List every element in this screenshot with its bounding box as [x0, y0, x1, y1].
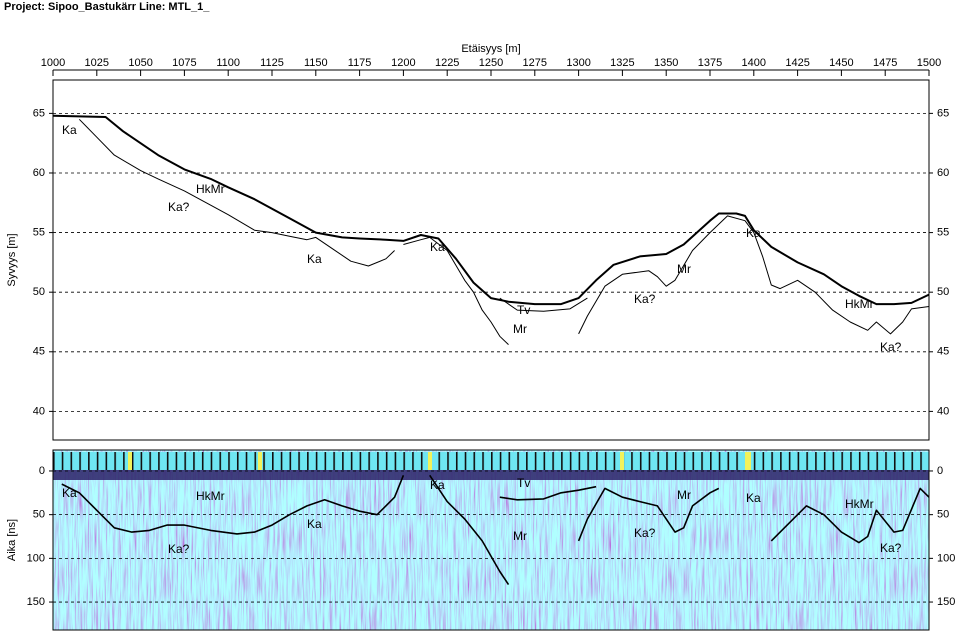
annotation: Ka — [307, 252, 322, 266]
annotation: Tv — [517, 303, 530, 317]
y-tick-label: 40 — [937, 405, 949, 417]
y-tick-label: 0 — [937, 465, 943, 477]
y-tick-label: 50 — [937, 509, 949, 521]
annotation: HkMr — [845, 297, 874, 311]
y-tick-label: 65 — [937, 107, 949, 119]
line-series — [78, 118, 930, 345]
annotation: Mr — [513, 322, 527, 336]
x-tick-label: 1000 — [41, 57, 65, 69]
annotation: HkMr — [196, 182, 225, 196]
x-tick-label: 1250 — [479, 57, 503, 69]
annotation: Ka — [307, 517, 322, 531]
annotation: Mr — [677, 488, 691, 502]
x-tick-label: 1425 — [785, 57, 809, 69]
x-tick-label: 1025 — [85, 57, 109, 69]
line-series — [52, 114, 930, 306]
y-tick-label: 45 — [937, 346, 949, 358]
marker — [128, 452, 132, 470]
x-tick-label: 1075 — [172, 57, 196, 69]
y-tick-label: 150 — [27, 596, 45, 608]
line-series — [61, 474, 930, 586]
y-axis-label: Syvyys [m] — [6, 233, 18, 286]
x-tick-label: 1125 — [260, 57, 284, 69]
x-tick-label: 1375 — [698, 57, 722, 69]
y-tick-label: 40 — [33, 405, 45, 417]
x-tick-label: 1400 — [742, 57, 766, 69]
x-tick-label: 1150 — [304, 57, 328, 69]
marker — [258, 452, 262, 470]
top-plot-frame — [52, 79, 930, 441]
annotation: Mr — [677, 262, 691, 276]
annotation: Ka — [746, 491, 761, 505]
y-tick-label: 60 — [937, 167, 949, 179]
x-tick-label: 1050 — [128, 57, 152, 69]
y-tick-label: 45 — [33, 346, 45, 358]
header-title: Project: Sipoo_Bastukärr Line: MTL_1_ — [4, 1, 210, 13]
line-series — [499, 297, 588, 312]
annotation: Ka — [746, 226, 761, 240]
y-tick-label: 50 — [33, 509, 45, 521]
y-tick-label: 65 — [33, 107, 45, 119]
y-tick-label: 150 — [937, 596, 955, 608]
y-tick-label: 50 — [937, 286, 949, 298]
marker-strip — [53, 452, 929, 470]
y-tick-label: 55 — [937, 226, 949, 238]
marker — [620, 452, 624, 470]
x-tick-label: 1350 — [654, 57, 678, 69]
y-tick-label: 60 — [33, 167, 45, 179]
annotation: Ka — [62, 123, 77, 137]
annotation: Ka — [430, 478, 445, 492]
x-tick-label: 1475 — [873, 57, 897, 69]
y-tick-label: 100 — [937, 552, 955, 564]
x-tick-label: 1100 — [216, 57, 240, 69]
x-tick-label: 1275 — [523, 57, 547, 69]
y-tick-label: 0 — [39, 465, 45, 477]
y-tick-label: 50 — [33, 286, 45, 298]
annotation: Ka — [62, 486, 77, 500]
annotation: Tv — [517, 476, 530, 490]
annotation: HkMr — [196, 489, 225, 503]
x-tick-label: 1200 — [391, 57, 415, 69]
line-series — [499, 485, 597, 501]
annotation: Ka? — [880, 541, 902, 555]
annotation: Ka? — [634, 292, 656, 306]
annotation: Ka? — [880, 340, 902, 354]
x-tick-label: 1175 — [348, 57, 372, 69]
surface-band — [53, 470, 929, 480]
annotation: Ka? — [168, 542, 190, 556]
marker — [745, 452, 751, 470]
x-tick-label: 1450 — [829, 57, 853, 69]
x-tick-label: 1225 — [435, 57, 459, 69]
annotation: Ka — [430, 240, 445, 254]
annotation: Ka? — [634, 526, 656, 540]
marker — [428, 452, 432, 470]
x-tick-label: 1325 — [610, 57, 634, 69]
y-tick-label: 55 — [33, 226, 45, 238]
x-axis-label: Etäisyys [m] — [461, 43, 520, 55]
bottom-plot-frame — [52, 449, 930, 631]
annotation: Mr — [513, 529, 527, 543]
annotation: HkMr — [845, 497, 874, 511]
x-tick-label: 1500 — [917, 57, 941, 69]
annotation: Ka? — [168, 200, 190, 214]
y-tick-label: 100 — [27, 552, 45, 564]
y-axis-label: Aika [ns] — [6, 519, 18, 561]
x-tick-label: 1300 — [566, 57, 590, 69]
